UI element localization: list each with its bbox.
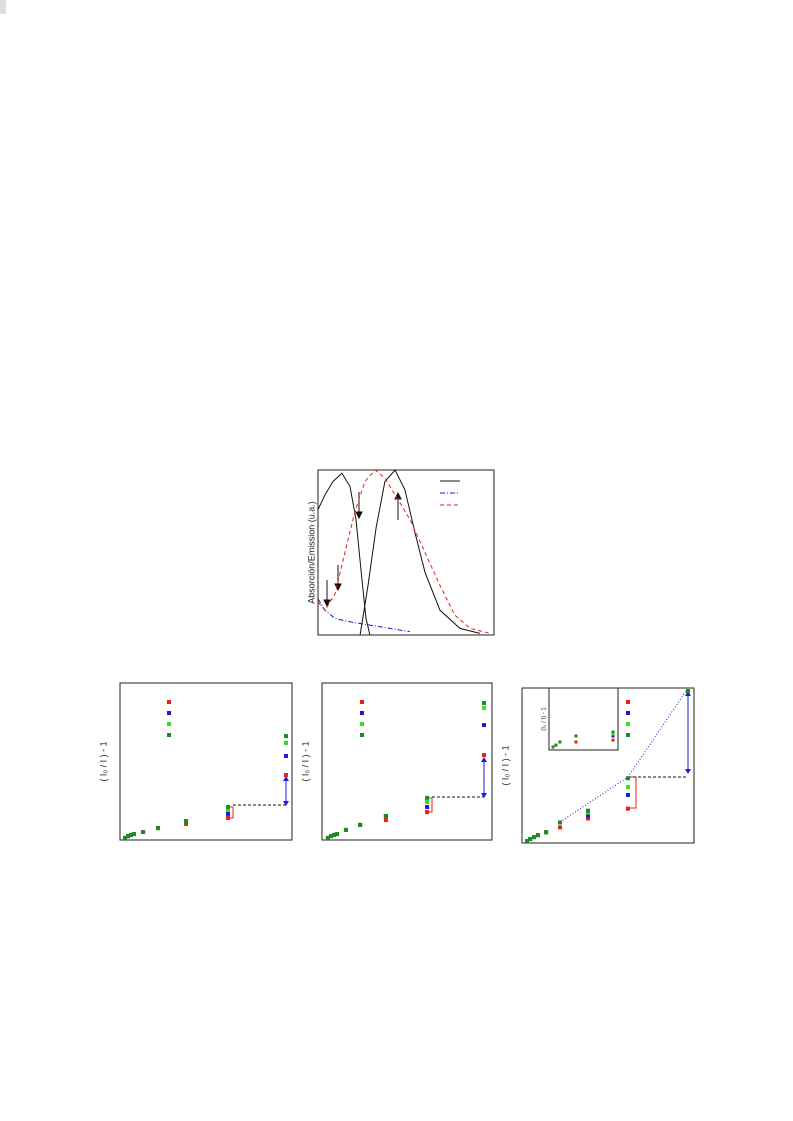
data-point — [685, 689, 690, 694]
legend-marker — [360, 722, 364, 726]
data-point — [625, 792, 630, 797]
data-point — [126, 834, 131, 839]
legend-marker — [626, 700, 630, 704]
data-point — [586, 808, 591, 813]
data-point — [482, 700, 487, 705]
legend-marker — [167, 711, 171, 715]
legend-marker — [626, 722, 630, 726]
data-point — [383, 813, 388, 818]
annotation-chart-2 — [427, 757, 487, 813]
data-point — [574, 734, 578, 738]
data-point — [425, 810, 430, 815]
y-axis-label: Absorción/Emission (u.a.) — [306, 501, 316, 604]
legend-marker — [167, 733, 171, 737]
data-point — [283, 734, 288, 739]
legend-marker — [167, 700, 171, 704]
y-axis-label: (I₀ / I) - 1 — [542, 707, 548, 731]
data-point — [524, 839, 529, 844]
data-line — [317, 469, 481, 636]
data-point — [558, 825, 563, 830]
data-point — [425, 795, 430, 800]
data-point — [425, 800, 430, 805]
y-axis-label: ( I₀ / I ) - 1 — [500, 745, 510, 785]
plot-frame — [317, 469, 495, 636]
data-point — [343, 827, 348, 832]
data-point — [332, 832, 337, 837]
data-point — [383, 818, 388, 823]
data-point — [184, 821, 189, 826]
plot-frame — [521, 687, 695, 844]
legend-marker — [626, 711, 630, 715]
data-point — [574, 740, 578, 744]
data-point — [586, 816, 591, 821]
plot-frame — [548, 687, 619, 751]
y-axis-label: ( I₀ / I ) - 1 — [300, 741, 310, 781]
data-point — [482, 723, 487, 728]
data-point — [482, 705, 487, 710]
data-point — [122, 835, 127, 840]
legend-marker — [360, 733, 364, 737]
data-point — [226, 805, 231, 810]
data-point — [283, 773, 288, 778]
data-point — [325, 835, 330, 840]
data-point — [226, 816, 231, 821]
data-point — [226, 811, 231, 816]
data-point — [558, 740, 562, 744]
data-point — [329, 834, 334, 839]
data-point — [156, 826, 161, 831]
annotation-chart-3 — [559, 687, 691, 823]
data-point — [611, 732, 615, 736]
data-point — [625, 776, 630, 781]
data-point — [283, 754, 288, 759]
data-point — [334, 832, 339, 837]
data-point — [558, 820, 563, 825]
legend-marker — [360, 700, 364, 704]
data-point — [611, 738, 615, 742]
data-point — [625, 785, 630, 790]
data-point — [528, 837, 533, 842]
data-point — [554, 743, 558, 747]
data-point — [141, 829, 146, 834]
data-point — [532, 835, 537, 840]
legend-marker — [167, 722, 171, 726]
data-line — [317, 598, 410, 633]
scan-mark — [0, 0, 6, 14]
data-point — [358, 822, 363, 827]
data-point — [535, 833, 540, 838]
plot-frame — [321, 682, 493, 841]
data-point — [482, 753, 487, 758]
y-axis-label: ( I₀ / I ) - 1 — [98, 741, 108, 781]
data-point — [226, 808, 231, 813]
data-point — [129, 832, 134, 837]
plot-frame — [119, 682, 293, 841]
data-point — [611, 734, 615, 738]
data-point — [131, 832, 136, 837]
data-point — [625, 806, 630, 811]
data-point — [544, 830, 549, 835]
data-point — [283, 740, 288, 745]
legend-marker — [626, 733, 630, 737]
data-point — [425, 805, 430, 810]
data-point — [611, 730, 615, 734]
data-point — [551, 745, 555, 749]
data-point — [586, 813, 591, 818]
annotation-chart-1 — [228, 776, 289, 819]
legend-marker — [360, 711, 364, 715]
data-line — [317, 469, 491, 634]
data-point — [184, 819, 189, 824]
